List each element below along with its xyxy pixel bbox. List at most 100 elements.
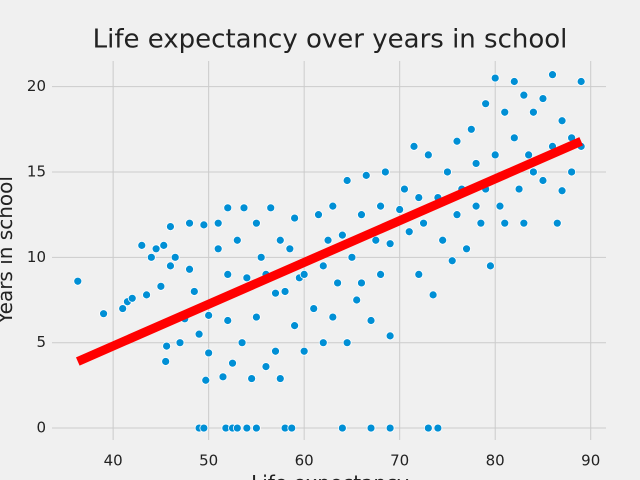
point <box>261 362 271 371</box>
point <box>189 287 199 296</box>
point <box>519 218 529 228</box>
point <box>538 176 548 185</box>
x-tick-label: 70 <box>390 452 409 470</box>
point <box>223 270 233 279</box>
point <box>481 99 491 109</box>
point <box>552 218 562 228</box>
point <box>299 346 309 356</box>
point <box>290 213 300 223</box>
point <box>170 252 180 262</box>
point <box>376 270 385 279</box>
point <box>252 312 261 322</box>
point <box>400 184 409 194</box>
point <box>223 316 233 325</box>
point <box>567 167 577 177</box>
y-axis-label: Years in school <box>0 176 17 325</box>
point <box>247 374 257 383</box>
point <box>443 167 452 177</box>
point <box>232 235 242 245</box>
point <box>337 423 347 433</box>
point <box>223 203 233 213</box>
point <box>337 230 347 240</box>
point <box>347 252 357 262</box>
point <box>275 374 285 383</box>
point <box>361 170 371 180</box>
point <box>376 201 385 211</box>
point <box>357 278 366 288</box>
point <box>237 338 247 348</box>
point <box>423 150 433 160</box>
point <box>466 124 476 134</box>
point <box>333 278 342 288</box>
point <box>404 227 414 237</box>
point <box>414 270 424 279</box>
point <box>185 218 194 228</box>
point <box>280 287 290 296</box>
point <box>309 304 319 313</box>
point <box>414 193 424 202</box>
point <box>495 201 505 211</box>
point <box>385 239 395 249</box>
point <box>548 70 557 80</box>
point <box>287 423 297 433</box>
point <box>509 77 519 86</box>
point <box>423 423 433 433</box>
point <box>452 210 462 220</box>
point <box>500 107 510 117</box>
point <box>252 218 261 228</box>
x-tick-label: 60 <box>295 452 314 470</box>
point <box>433 423 443 433</box>
point <box>285 244 295 254</box>
point <box>323 235 333 245</box>
point <box>213 244 223 254</box>
point <box>529 167 538 177</box>
point <box>490 150 500 160</box>
point <box>471 159 481 168</box>
point <box>166 222 175 231</box>
y-tick-label: 10 <box>27 248 46 266</box>
point <box>352 295 362 305</box>
point <box>490 73 500 83</box>
point <box>199 423 209 433</box>
point <box>538 94 548 103</box>
point <box>99 309 108 319</box>
point <box>524 150 534 160</box>
point <box>271 346 280 356</box>
point <box>500 218 510 228</box>
y-tick-label: 5 <box>36 333 46 351</box>
point <box>73 276 83 286</box>
point <box>371 235 381 245</box>
point <box>242 423 252 433</box>
point <box>252 423 261 433</box>
point <box>385 423 395 433</box>
point <box>271 288 280 298</box>
x-axis-label: Life expectancy <box>251 471 409 480</box>
point <box>318 261 328 271</box>
point <box>366 423 376 433</box>
point <box>509 133 519 143</box>
point <box>239 203 249 213</box>
point <box>204 310 214 320</box>
point <box>385 331 395 341</box>
point <box>557 116 567 126</box>
point <box>342 338 352 348</box>
point <box>486 261 495 271</box>
x-tick-label: 50 <box>199 452 218 470</box>
point <box>290 321 300 331</box>
point <box>142 290 151 300</box>
point <box>318 338 328 348</box>
point <box>471 201 481 211</box>
point <box>476 218 486 228</box>
point <box>137 240 147 250</box>
point <box>342 176 352 185</box>
point <box>380 167 390 177</box>
point <box>194 329 204 339</box>
point <box>118 304 128 313</box>
point <box>409 141 419 151</box>
point <box>146 252 156 262</box>
point <box>185 264 194 274</box>
point <box>156 281 166 291</box>
point <box>275 235 285 245</box>
